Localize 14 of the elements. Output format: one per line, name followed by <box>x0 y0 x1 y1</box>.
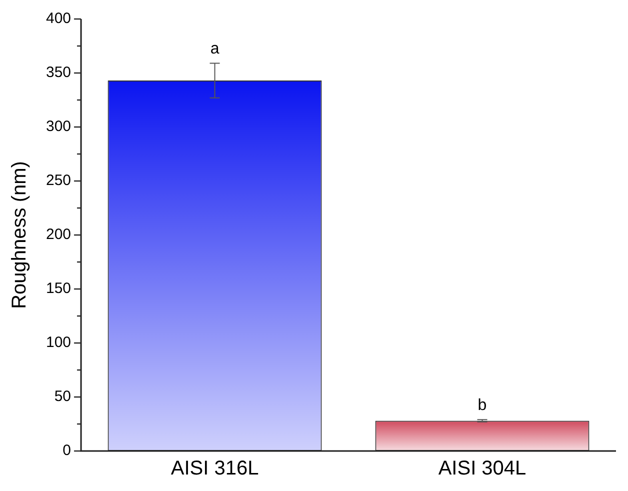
y-tick-label: 0 <box>62 442 72 460</box>
annotation: a <box>210 40 220 58</box>
x-tick-label: AISI 316L <box>170 458 259 480</box>
y-tick-label: 400 <box>46 10 72 28</box>
y-tick-label: 300 <box>46 118 72 136</box>
y-tick-label: 250 <box>46 172 72 190</box>
y-tick-label: 100 <box>46 334 72 352</box>
y-tick-label: 200 <box>46 226 72 244</box>
y-tick-label: 350 <box>46 64 72 82</box>
annotation: b <box>478 397 487 414</box>
x-tick-label: AISI 304L <box>438 458 526 480</box>
y-tick-label: 150 <box>46 280 72 298</box>
y-tick-label: 50 <box>54 388 72 406</box>
y-axis-title: Roughness (nm) <box>8 161 31 309</box>
